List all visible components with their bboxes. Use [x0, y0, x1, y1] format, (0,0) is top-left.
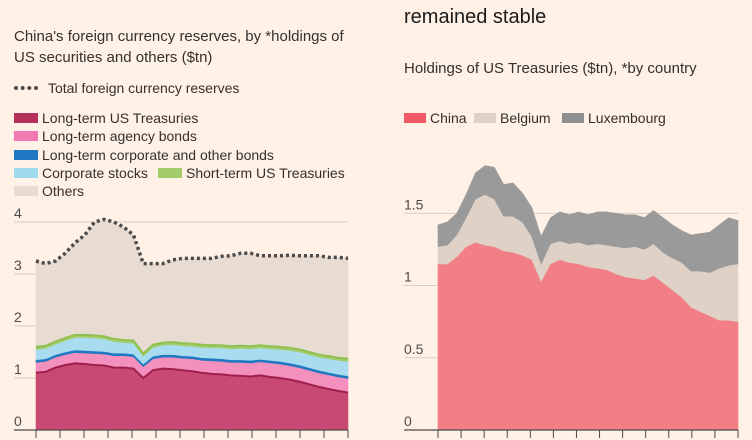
legend-label-agency-bonds: Long-term agency bonds [42, 128, 197, 144]
legend-swatch-corporate-bonds [14, 150, 38, 160]
legend-swatch-corporate-stocks [14, 168, 38, 178]
right-chart-panel: remained stable Holdings of US Treasurie… [376, 0, 752, 440]
legend-item-others: Others [14, 183, 84, 199]
legend-swatch-st-treasuries [158, 168, 182, 178]
legend-item-agency-bonds: Long-term agency bonds [14, 128, 197, 144]
legend-label-corporate-stocks: Corporate stocks [42, 165, 148, 181]
legend-item-st-treasuries: Short-term US Treasuries [158, 165, 345, 181]
area-series-luxembourg [437, 165, 739, 273]
legend-item-lt-treasuries: Long-term US Treasuries [14, 110, 198, 126]
legend-swatch-others [14, 186, 38, 196]
legend-label-luxembourg: Luxembourg [588, 110, 666, 126]
legend-item-total: Total foreign currency reserves [14, 80, 239, 96]
left-chart-panel: China's foreign currency reserves, by *h… [14, 28, 349, 438]
legend-item-luxembourg: Luxembourg [562, 110, 666, 126]
legend-label-st-treasuries: Short-term US Treasuries [186, 165, 345, 181]
legend-label-china: China [430, 110, 467, 126]
legend-swatch-agency-bonds [14, 131, 38, 141]
line-lt-treasuries-edge [35, 362, 349, 394]
y-tick-label: 2 [14, 309, 22, 325]
legend-item-corporate-bonds: Long-term corporate and other bonds [14, 147, 274, 163]
y-tick-label: 0 [404, 413, 412, 429]
y-tick-label: 3 [14, 257, 22, 273]
right-heading: remained stable [404, 6, 547, 28]
right-chart-plot: 0 0.5 1 1.5 [404, 165, 739, 438]
legend-label-lt-treasuries: Long-term US Treasuries [42, 110, 199, 126]
legend-swatch-belgium [474, 113, 496, 123]
legend-swatch-lt-treasuries [14, 113, 38, 123]
legend-swatch-luxembourg [562, 113, 584, 123]
legend-item-belgium: Belgium [474, 110, 551, 126]
line-total-reserves [35, 217, 349, 266]
left-chart-title: China's foreign currency reserves, by *h… [14, 28, 344, 66]
y-tick-label: 0.5 [404, 341, 424, 357]
y-tick-label: 1 [404, 269, 412, 285]
y-tick-label: 0 [14, 413, 22, 429]
legend-item-china: China [404, 110, 467, 126]
legend-label-corporate-bonds: Long-term corporate and other bonds [42, 147, 274, 163]
line-st-treasuries-edge [35, 333, 349, 360]
y-tick-label: 1.5 [404, 196, 424, 212]
y-tick-label: 1 [14, 361, 22, 377]
legend-label-total: Total foreign currency reserves [48, 80, 240, 96]
right-chart-title: Holdings of US Treasuries ($tn), *by cou… [404, 60, 697, 77]
y-tick-label: 4 [14, 205, 22, 221]
legend-label-others: Others [42, 183, 85, 199]
legend-label-belgium: Belgium [500, 110, 551, 126]
legend-swatch-total [14, 86, 38, 90]
left-chart-plot: 0 1 2 3 4 [14, 205, 349, 438]
legend-swatch-china [404, 113, 426, 123]
legend-item-corporate-stocks: Corporate stocks [14, 165, 148, 181]
